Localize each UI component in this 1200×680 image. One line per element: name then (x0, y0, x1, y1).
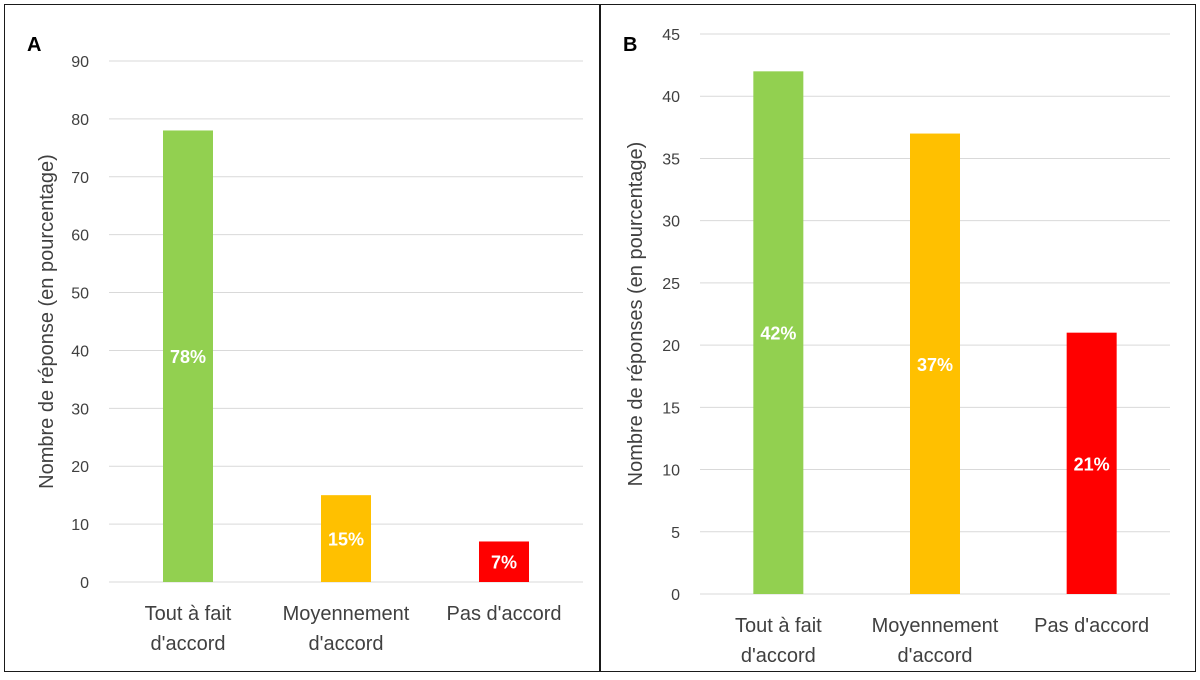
chart-b-category-label: d'accord (741, 645, 816, 667)
chart-b-category-label: Tout à fait (735, 615, 822, 637)
chart-a-data-label: 78% (170, 347, 206, 367)
chart-b-svg: 0 5 10 15 20 25 30 35 40 45 Nombre de réponses (en… (623, 27, 1170, 667)
chart-b-data-label: 42% (760, 324, 796, 344)
chart-a-y-tick-label: 40 (71, 343, 89, 360)
chart-a-panel-letter: A (27, 34, 41, 56)
chart-b-y-tick-label: 10 (662, 463, 680, 480)
chart-b-bar (910, 133, 960, 595)
chart-b-panel-letter: B (623, 34, 637, 56)
chart-b-y-tick-label: 20 (662, 338, 680, 355)
chart-b-category-label: Moyennement (872, 615, 999, 637)
chart-b-bar (753, 71, 804, 595)
chart-b-y-tick-label: 45 (662, 27, 680, 44)
chart-a-bar (479, 541, 529, 582)
chart-a-bar (321, 495, 371, 582)
chart-b-y-axis-title: Nombre de réponses (en pourcentage) (625, 142, 647, 487)
chart-a-svg: 0 10 20 30 40 50 60 70 80 90 Nombre de réponse (en… (27, 34, 583, 655)
chart-a-y-tick-label: 70 (71, 170, 89, 187)
chart-a-category-label: Tout à fait (145, 603, 232, 625)
chart-b-data-label: 21% (1074, 454, 1110, 474)
chart-a-y-tick-label: 60 (71, 228, 89, 245)
chart-a-category-label: Moyennement (283, 603, 410, 625)
chart-a-y-tick-label: 20 (71, 459, 89, 476)
chart-b-y-tick-label: 35 (662, 151, 680, 168)
chart-panel-a: 0 10 20 30 40 50 60 70 80 90 Nombre de réponse (en… (5, 4, 599, 672)
chart-a-y-tick-label: 30 (71, 401, 89, 418)
chart-a-category-label: d'accord (309, 633, 384, 655)
chart-a-category-label: Pas d'accord (447, 603, 562, 625)
chart-b-bar (1066, 332, 1117, 594)
chart-panel-b: 0 5 10 15 20 25 30 35 40 45 Nombre de réponses (en… (601, 4, 1195, 672)
chart-a-bar (163, 130, 213, 582)
chart-b-y-tick-label: 40 (662, 89, 680, 106)
chart-a-data-label: 7% (491, 553, 517, 573)
chart-b-data-label: 37% (917, 355, 953, 375)
chart-a-y-axis-title: Nombre de réponse (en pourcentage) (36, 154, 58, 489)
chart-b-y-tick-label: 15 (662, 400, 680, 417)
chart-b-y-tick-label: 0 (671, 587, 680, 604)
chart-b-y-tick-label: 30 (662, 214, 680, 231)
chart-a-category-label: d'accord (151, 633, 226, 655)
chart-a-y-tick-label: 10 (71, 517, 89, 534)
chart-a-y-tick-label: 0 (80, 575, 89, 592)
panel-divider (599, 4, 601, 672)
chart-a-y-tick-label: 50 (71, 286, 89, 303)
chart-b-y-tick-label: 25 (662, 276, 680, 293)
chart-b-category-label: Pas d'accord (1034, 615, 1149, 637)
chart-a-y-tick-label: 90 (71, 54, 89, 71)
chart-a-y-tick-label: 80 (71, 112, 89, 129)
chart-b-y-tick-label: 5 (671, 525, 680, 542)
chart-b-category-label: d'accord (898, 645, 973, 667)
chart-a-data-label: 15% (328, 530, 364, 550)
